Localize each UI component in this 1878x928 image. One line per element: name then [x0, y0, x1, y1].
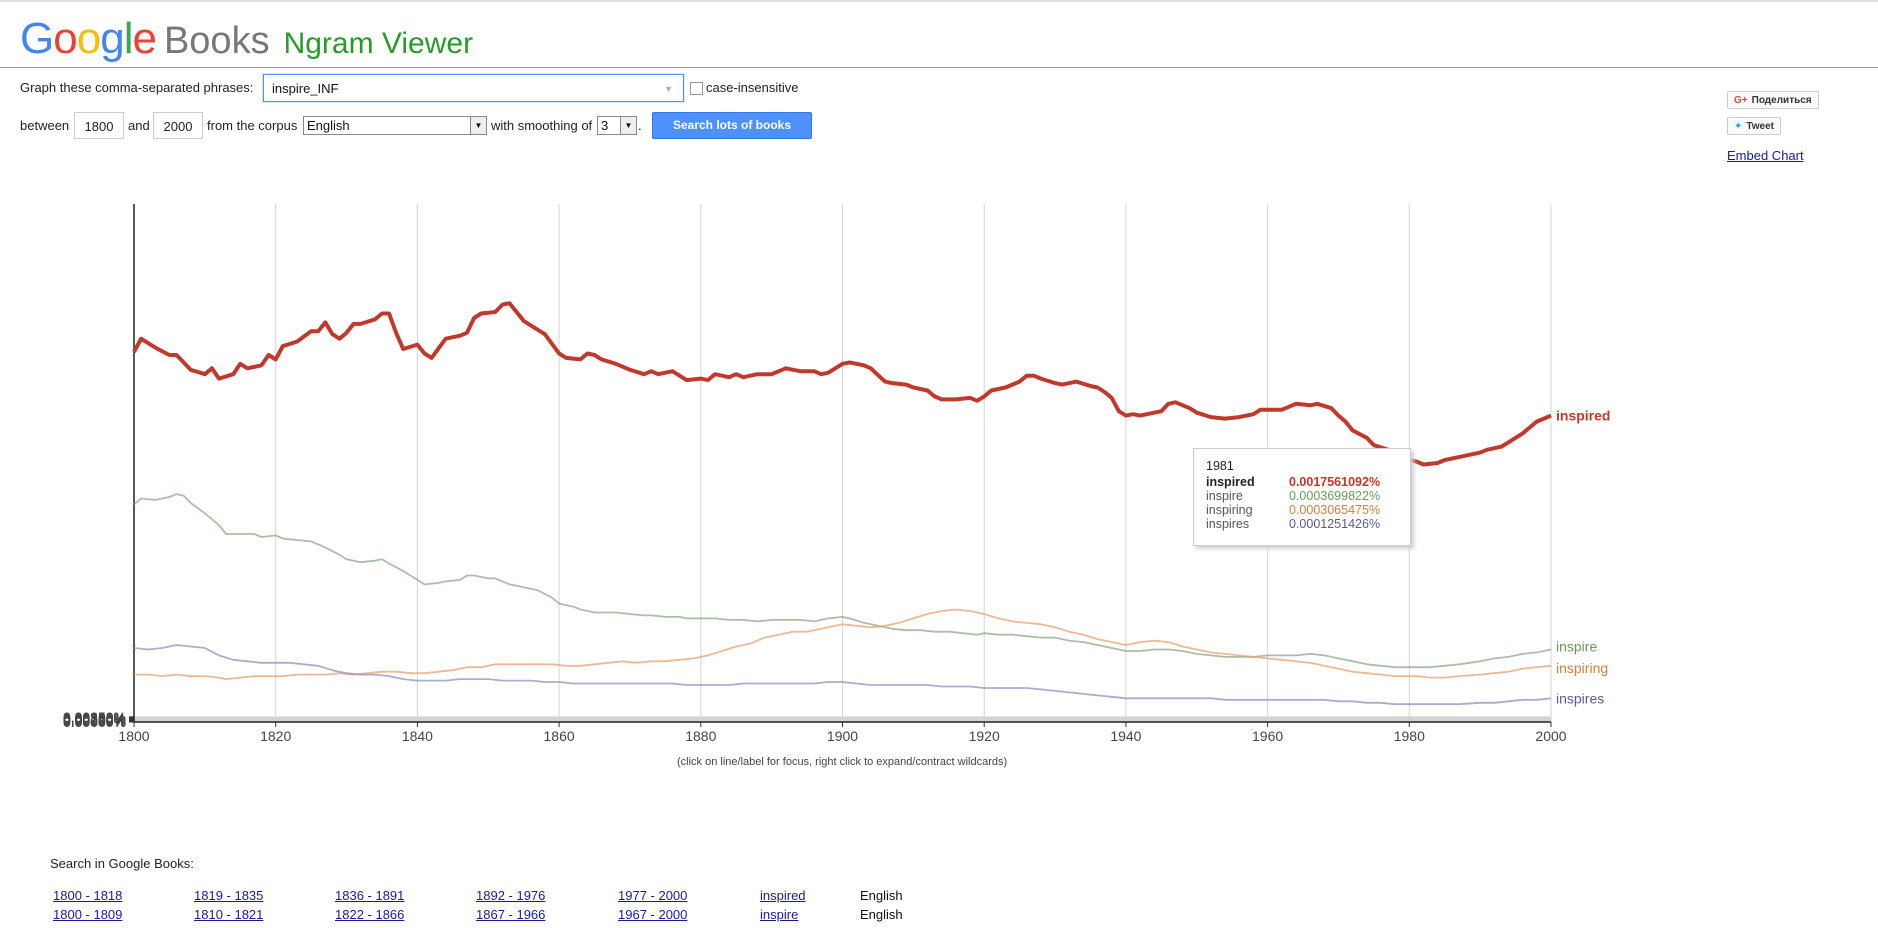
period-label: . — [638, 118, 642, 133]
google-books-range-link[interactable]: 1810 - 1821 — [194, 907, 264, 922]
between-label: between — [20, 118, 70, 133]
series-line-inspires[interactable] — [133, 644, 1552, 706]
phrases-input-value: inspire_INF — [272, 81, 339, 96]
x-tick-label: 1860 — [544, 728, 575, 744]
series-line-inspire[interactable] — [133, 493, 1552, 669]
x-tick-label: 1800 — [118, 728, 149, 744]
tooltip-series-value: 0.0003065475% — [1289, 503, 1381, 517]
tooltip-row: inspiring 0.0003065475% — [1206, 503, 1398, 517]
chart-tooltip: 1981 inspired 0.0017561092% inspire 0.00036… — [1193, 448, 1411, 546]
smoothing-select[interactable]: 3 ▼ — [597, 116, 637, 135]
x-tick-label: 1960 — [1252, 728, 1283, 744]
y-tick-label: 0.00050% — [63, 713, 126, 729]
google-books-range-link[interactable]: 1967 - 2000 — [618, 907, 688, 922]
gplus-icon: G+ — [1734, 95, 1748, 106]
google-books-range-link[interactable]: 1822 - 1866 — [335, 907, 405, 922]
x-tick-label: 1840 — [402, 728, 433, 744]
corpus-select-value: English — [307, 118, 350, 133]
y-tick-label: 0.00200% — [63, 711, 126, 727]
tooltip-series-name: inspiring — [1206, 503, 1253, 517]
dropdown-arrow-icon: ▼ — [664, 84, 673, 94]
twitter-icon: ✦ — [1734, 121, 1743, 132]
tweet-button[interactable]: ✦ Tweet — [1727, 117, 1781, 135]
embed-chart-link[interactable]: Embed Chart — [1727, 148, 1804, 163]
y-tick-label: 0.00300% — [63, 710, 126, 726]
tooltip-series-name: inspires — [1206, 517, 1250, 531]
end-year-input[interactable]: 2000 — [153, 112, 203, 139]
google-books-range-link[interactable]: 1800 - 1818 — [53, 888, 123, 903]
y-tick-label: 0.00000% — [63, 714, 126, 730]
google-books-word-link[interactable]: inspire — [760, 907, 799, 922]
phrases-label: Graph these comma-separated phrases: — [20, 80, 254, 95]
search-button[interactable]: Search lots of books — [652, 112, 812, 139]
tooltip-year: 1981 — [1206, 459, 1234, 473]
corpus-label: from the corpus — [207, 118, 298, 133]
x-tick-label: 1900 — [827, 728, 858, 744]
smoothing-label: with smoothing of — [491, 118, 593, 133]
series-label-inspires[interactable]: inspires — [1556, 690, 1604, 706]
start-year-input[interactable]: 1800 — [74, 112, 124, 139]
y-tick-label: 0.00350% — [63, 709, 126, 725]
corpus-select[interactable]: English ▼ — [303, 116, 487, 135]
x-tick-label: 1980 — [1394, 728, 1425, 744]
google-books-range-link[interactable]: 1892 - 1976 — [476, 888, 546, 903]
x-tick-label: 1820 — [260, 728, 291, 744]
series-label-inspiring[interactable]: inspiring — [1556, 660, 1608, 676]
smoothing-select-value: 3 — [601, 118, 609, 133]
google-books-word-link[interactable]: inspired — [760, 888, 806, 903]
tooltip-series-name: inspire — [1206, 489, 1243, 503]
x-tick-label: 1940 — [1110, 728, 1141, 744]
y-tick-label: 0.00250% — [63, 710, 126, 726]
logo[interactable]: Google Books Ngram Viewer — [20, 14, 473, 64]
corpus-dropdown-arrow-icon: ▼ — [470, 117, 486, 134]
tooltip-row: inspire 0.0003699822% — [1206, 489, 1398, 503]
google-books-language: English — [860, 888, 903, 903]
gplus-share-button[interactable]: G+ Поделиться — [1727, 91, 1819, 109]
and-label: and — [128, 118, 150, 133]
y-tick-label: 0.00150% — [63, 712, 126, 728]
tooltip-series-name: inspired — [1206, 475, 1255, 489]
case-insensitive-label[interactable]: case-insensitive — [706, 80, 799, 95]
google-books-range-link[interactable]: 1977 - 2000 — [618, 888, 688, 903]
tooltip-row: inspires 0.0001251426% — [1206, 517, 1398, 531]
series-label-inspired[interactable]: inspired — [1556, 408, 1610, 424]
y-tick-label: 0.00100% — [63, 713, 126, 729]
logo-books: Books — [163, 20, 270, 62]
smoothing-dropdown-arrow-icon: ▼ — [620, 117, 636, 134]
series-label-inspire[interactable]: inspire — [1556, 638, 1597, 654]
google-books-range-link[interactable]: 1836 - 1891 — [335, 888, 405, 903]
x-tick-label: 1880 — [685, 728, 716, 744]
logo-google: Google — [20, 14, 157, 63]
case-insensitive-checkbox[interactable] — [690, 82, 703, 95]
tooltip-rows: inspired 0.0017561092% inspire 0.0003699822… — [1206, 475, 1398, 531]
x-tick-label: 2000 — [1535, 728, 1566, 744]
logo-ngram-viewer: Ngram Viewer — [283, 27, 474, 60]
x-tick-label: 1920 — [969, 728, 1000, 744]
ngram-chart[interactable]: 1800 1820 1840 1860 1880 1900 1920 1940 1960 1980… — [0, 180, 1878, 780]
google-books-range-link[interactable]: 1800 - 1809 — [53, 907, 123, 922]
tooltip-series-value: 0.0017561092% — [1289, 475, 1381, 489]
google-books-range-link[interactable]: 1867 - 1966 — [476, 907, 546, 922]
gplus-share-label: Поделиться — [1751, 95, 1812, 106]
header-divider — [0, 67, 1878, 68]
tooltip-row: inspired 0.0017561092% — [1206, 475, 1398, 489]
series-line-inspiring[interactable] — [134, 608, 1552, 680]
chart-note: (click on line/label for focus, right cl… — [677, 756, 1008, 768]
phrases-input[interactable]: inspire_INF ▼ — [263, 74, 684, 102]
tooltip-series-value: 0.0003699822% — [1289, 489, 1381, 503]
google-books-range-link[interactable]: 1819 - 1835 — [194, 888, 264, 903]
top-border — [0, 0, 1878, 2]
tooltip-series-value: 0.0001251426% — [1289, 517, 1381, 531]
series-line-inspired[interactable] — [132, 301, 1552, 467]
tweet-label: Tweet — [1746, 121, 1774, 132]
google-books-search-title: Search in Google Books: — [50, 856, 194, 871]
google-books-language: English — [860, 907, 903, 922]
